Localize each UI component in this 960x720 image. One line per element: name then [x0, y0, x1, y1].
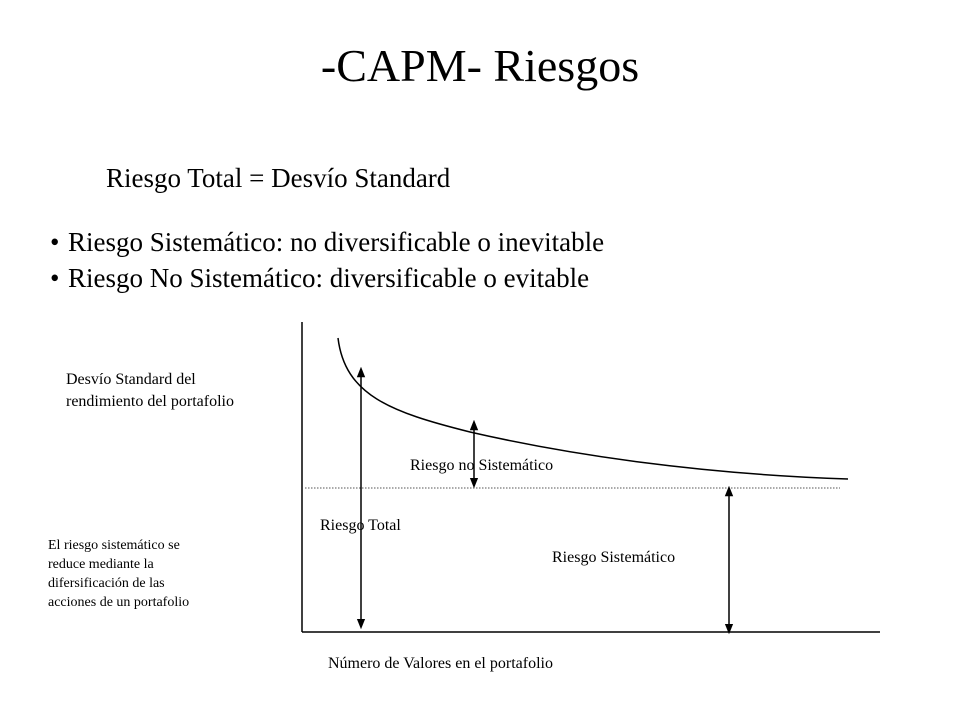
bullet-glyph: • [50, 227, 60, 257]
total-risk-definition: Riesgo Total = Desvío Standard [106, 163, 451, 193]
note-line-4: acciones de un portafolio [48, 595, 190, 610]
systematic-risk-label: Riesgo Sistemático [552, 549, 676, 566]
note-line-2: reduce mediante la [48, 557, 154, 572]
y-axis-label-line-2: rendimiento del portafolio [66, 393, 234, 410]
total-risk-label: Riesgo Total [320, 517, 401, 534]
y-axis-label: Desvío Standard del rendimiento del port… [66, 369, 234, 413]
x-axis-label: Número de Valores en el portafolio [328, 655, 553, 672]
bullet-nonsystematic-text: Riesgo No Sistemático: diversificable o … [68, 263, 590, 293]
note-line-1: El riesgo sistemático se [48, 538, 180, 553]
risk-type-list: • Riesgo Sistemático: no diversificable o… [50, 224, 604, 296]
bullet-nonsystematic: • Riesgo No Sistemático: diversificable o… [50, 260, 604, 296]
note-line-3: difersificación de las [48, 576, 165, 591]
bullet-systematic-text: Riesgo Sistemático: no diversificable o … [68, 227, 605, 257]
slide-title: -CAPM- Riesgos [320, 40, 640, 91]
bullet-glyph: • [50, 263, 60, 293]
y-axis-label-line-1: Desvío Standard del [66, 371, 196, 388]
nonsystematic-risk-label: Riesgo no Sistemático [410, 457, 554, 474]
bullet-systematic: • Riesgo Sistemático: no diversificable o… [50, 224, 604, 260]
diversification-note: El riesgo sistemático se reduce mediante… [48, 536, 248, 612]
